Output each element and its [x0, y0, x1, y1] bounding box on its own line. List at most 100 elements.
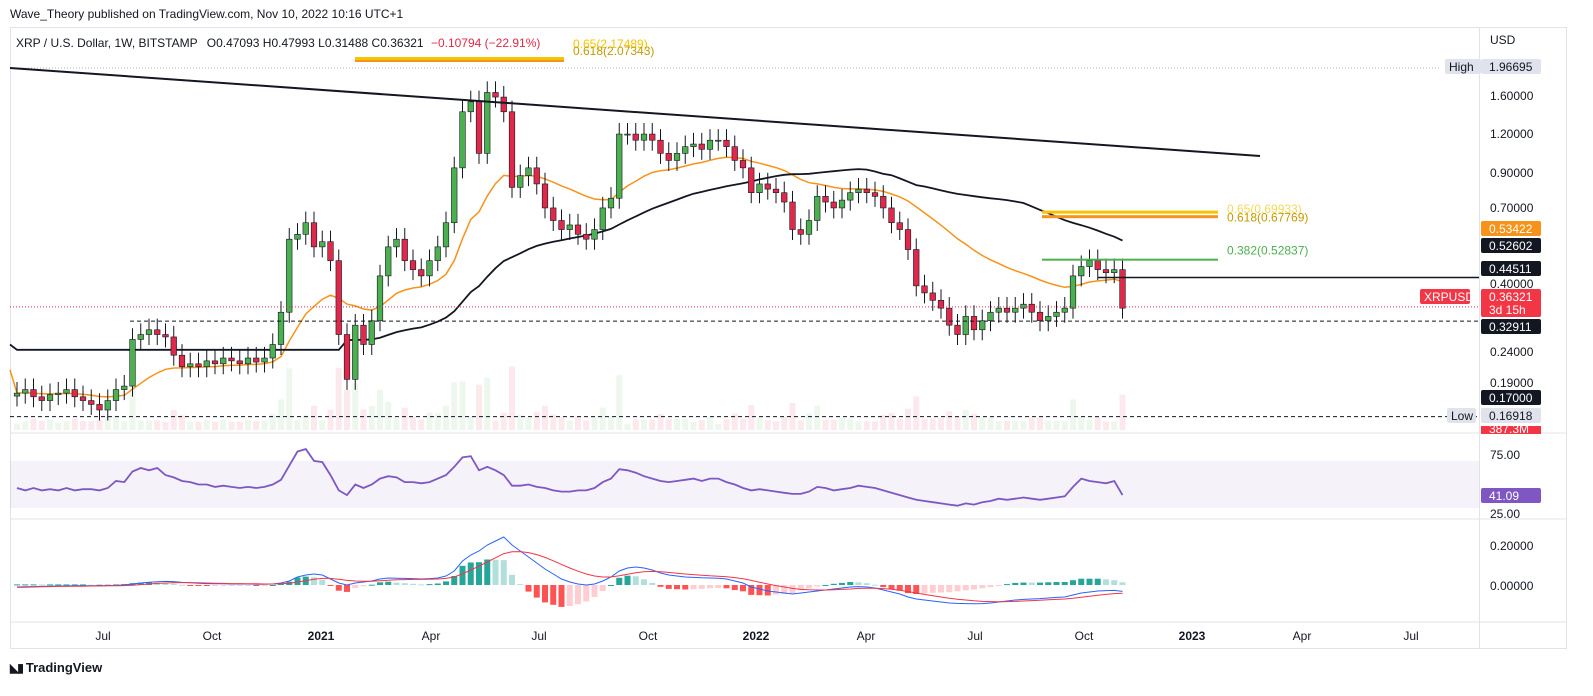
macd-histogram-bar — [542, 585, 548, 603]
volume-bar — [1094, 417, 1101, 430]
candle-body — [492, 92, 499, 98]
volume-bar — [203, 419, 210, 430]
candle-body — [294, 233, 301, 240]
volume-bar — [723, 419, 730, 430]
candle-body — [1036, 311, 1044, 322]
macd-histogram-bar — [806, 585, 812, 589]
volume-bar — [121, 421, 128, 430]
macd-histogram-bar — [971, 585, 977, 590]
macd-histogram-bar — [583, 585, 590, 602]
macd-histogram-bar — [847, 582, 854, 585]
macd-histogram-bar — [707, 585, 713, 589]
macd-histogram-bar — [228, 585, 235, 586]
volume-bar — [921, 418, 928, 430]
candle-body — [137, 334, 144, 340]
x-tick-label: Jul — [531, 629, 546, 643]
candle-body — [591, 229, 598, 240]
symbol-title[interactable]: XRP / U.S. Dollar, 1W, BITSTAMP — [16, 36, 198, 50]
candle-body — [814, 196, 821, 221]
macd-histogram-bar — [245, 585, 251, 586]
macd-histogram-bar — [1037, 582, 1043, 585]
price-tag-label-box — [1445, 59, 1481, 74]
macd-histogram-bar — [1004, 584, 1010, 586]
volume-bar — [14, 424, 20, 430]
price-tag — [1481, 390, 1541, 405]
fib-label: 0.618(2.07343) — [573, 44, 654, 58]
macd-histogram-bar — [921, 585, 928, 594]
volume-bar — [360, 409, 367, 430]
candle-body — [1012, 307, 1019, 313]
tradingview-logo[interactable]: ◣▮ TradingView — [10, 660, 102, 675]
candle-body — [781, 192, 788, 203]
volume-bar — [855, 421, 862, 430]
candle-body — [88, 400, 95, 405]
volume-bar — [748, 405, 755, 430]
macd-histogram-bar — [476, 562, 482, 585]
candle-body — [706, 139, 714, 150]
volume-bar — [71, 418, 78, 430]
volume-bar — [822, 419, 829, 430]
candle-body — [715, 139, 722, 142]
candle-body — [121, 385, 128, 390]
candle-body — [913, 249, 920, 287]
volume-bar — [550, 414, 557, 430]
price-tag-value: 0.52602 — [1489, 239, 1533, 253]
volume-bar — [814, 405, 821, 430]
volume-bar — [707, 417, 713, 430]
price-scale-divider — [1479, 27, 1480, 649]
macd-histogram-bar — [558, 585, 565, 607]
candle-body — [805, 220, 813, 235]
volume-bar — [434, 413, 441, 430]
volume-bar — [220, 419, 227, 430]
volume-bar — [863, 421, 870, 430]
axis-unit-label: USD — [1490, 33, 1516, 47]
volume-bar — [1086, 419, 1093, 430]
price-tag-label: High — [1449, 60, 1474, 74]
volume-bar — [96, 419, 103, 430]
x-tick-label: 2021 — [308, 629, 335, 643]
candle-body — [22, 389, 29, 394]
volume-bar — [236, 421, 243, 430]
macd-histogram-bar — [426, 584, 433, 586]
volume-bar — [162, 422, 169, 430]
macd-histogram-bar — [1103, 579, 1109, 585]
macd-histogram-bar — [236, 585, 243, 586]
candle-body — [533, 167, 540, 185]
volume-bar — [1037, 417, 1043, 430]
volume-bar — [385, 401, 392, 430]
fib-line — [355, 57, 564, 60]
volume-bar — [896, 418, 903, 430]
candle-body — [1020, 303, 1027, 309]
macd-histogram-bar — [938, 585, 944, 593]
price-tag-value: 0.32911 — [1489, 320, 1532, 334]
candle-body — [1102, 269, 1110, 274]
candle-body — [508, 111, 516, 188]
macd-histogram-bar — [55, 584, 62, 586]
candle-body — [574, 224, 582, 235]
macd-histogram-bar — [905, 585, 911, 594]
volume-bar — [410, 417, 416, 430]
macd-histogram-bar — [872, 584, 878, 586]
macd-histogram-bar — [1094, 578, 1101, 585]
macd-histogram-bar — [253, 585, 260, 586]
candle-body — [261, 357, 268, 363]
macd-histogram-bar — [748, 585, 755, 595]
volume-bar — [253, 420, 260, 430]
candle-body — [244, 357, 252, 365]
macd-histogram-bar — [443, 581, 449, 585]
candle-body — [162, 334, 169, 338]
volume-bar — [962, 410, 969, 430]
price-tag-value: 0.53422 — [1489, 222, 1533, 236]
price-tag — [1481, 408, 1541, 423]
volume-bar — [888, 412, 895, 430]
candle-body — [657, 139, 664, 154]
candle-body — [319, 241, 326, 248]
fib-label: 0.65(0.69933) — [1227, 202, 1302, 216]
volume-bar — [558, 417, 565, 430]
price-tag-value: 0.44511 — [1489, 262, 1532, 276]
candle-body — [1028, 303, 1035, 313]
volume-bar — [137, 420, 144, 430]
macd-histogram-bar — [764, 585, 771, 596]
macd-tick-label: 0.20000 — [1490, 539, 1534, 553]
